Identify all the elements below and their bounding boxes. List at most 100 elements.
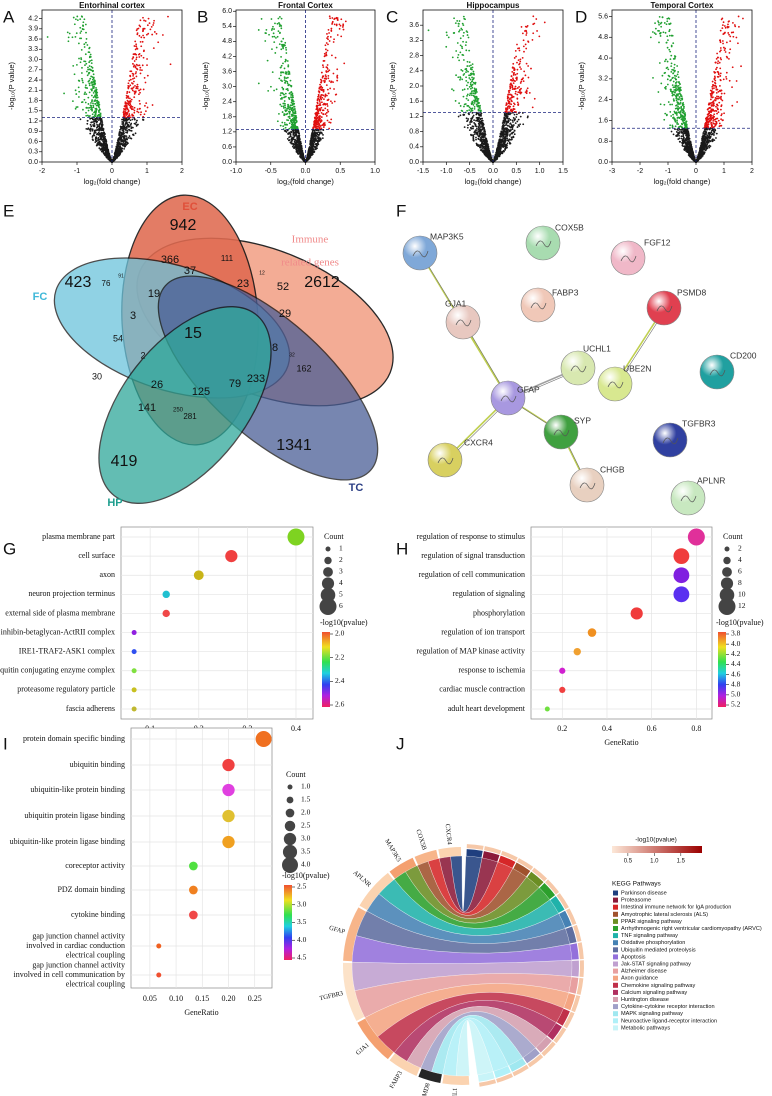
volcano-dot [85,114,88,117]
volcano-dot [133,80,135,83]
volcano-dot [313,129,315,132]
volcano-dot [137,64,139,67]
volcano-dot [103,138,105,140]
volcano-dot [311,147,313,150]
volcano-dot [498,138,501,141]
volcano-dot [130,129,133,132]
volcano-dot [139,72,142,75]
volcano-dot [284,126,287,129]
volcano-dot [458,29,461,31]
volcano-dot [97,139,99,142]
volcano-dot [525,62,528,65]
volcano-dot [327,74,330,77]
volcano-dot [79,32,82,34]
volcano-dot [129,78,132,81]
volcano-dot [477,126,480,128]
volcano-dot [86,122,89,125]
volcano-dot [89,117,92,120]
volcano-dot [461,28,464,31]
volcano-dot [167,15,169,18]
volcano-dot [333,88,335,90]
volcano-dot [105,145,108,147]
volcano-dot [105,143,108,146]
volcano-dot [280,92,282,94]
volcano-dot [473,107,476,110]
volcano-dot [95,144,98,147]
y-tick-label: 2.4 [222,99,232,106]
volcano-dot [525,47,528,50]
volcano-dot [317,95,319,98]
volcano-dot [84,101,87,104]
volcano-dot [268,33,270,36]
volcano-dot [316,108,318,111]
volcano-dot [472,134,475,137]
volcano-dot [92,121,95,123]
volcano-dot [92,104,95,107]
volcano-dot [283,93,285,96]
volcano-dot [279,103,282,106]
volcano-dot [511,138,513,141]
volcano-dot [94,91,97,94]
volcano-dot [427,29,430,32]
volcano-dot [445,45,448,48]
volcano-dot [97,119,100,121]
volcano-dot [728,51,731,54]
volcano-dot [138,34,141,37]
volcano-dot [143,19,145,22]
volcano-dot [92,91,95,94]
volcano-dot [527,40,529,43]
volcano-dot [99,121,102,124]
volcano-dot [87,103,90,105]
volcano-dot [146,74,149,77]
volcano-dot [146,64,148,67]
volcano-dot [522,45,525,48]
volcano-dot [467,124,469,127]
volcano-dot [505,144,508,147]
volcano-dot [322,103,325,106]
volcano-dot [89,68,92,71]
volcano-dot [330,54,333,57]
volcano-dot [96,123,98,126]
volcano-dot [134,48,137,51]
volcano-dot [506,117,509,120]
volcano-dot [88,61,91,64]
volcano-dot [302,155,305,158]
volcano-dot [521,32,524,35]
volcano-dot [286,137,289,140]
volcano-dot [463,105,465,108]
volcano-dot [146,24,149,27]
volcano-dot [86,44,89,46]
volcano-dot [284,103,286,105]
volcano-dot [288,122,291,125]
volcano-dot [133,53,136,56]
volcano-dot [523,96,526,99]
volcano-dot [463,103,466,106]
volcano-dot [129,100,132,103]
volcano-dot [321,76,324,79]
volcano-dot [508,141,511,144]
volcano-dot [484,135,486,137]
volcano-dot [138,56,141,58]
volcano-dot [155,32,158,35]
volcano-dot [294,146,297,149]
volcano-dot [309,150,312,152]
volcano-dot [292,109,295,112]
volcano-dot [142,30,144,33]
volcano-dot [126,130,129,132]
volcano-dot [455,74,457,77]
volcano-dot [139,88,142,91]
volcano-dot [280,27,283,30]
volcano-dot [286,112,289,115]
volcano-dot [325,71,328,73]
volcano-dot [466,119,469,122]
panel-letter: J [396,734,405,753]
y-tick-label: 0.9 [28,128,38,135]
volcano-dot [467,36,470,39]
volcano-dot [118,137,121,140]
volcano-dot [508,89,511,92]
volcano-dot [468,94,471,97]
volcano-dot [92,125,95,128]
volcano-dot [142,118,145,121]
volcano-dot [266,59,269,62]
volcano-dot [87,96,90,99]
